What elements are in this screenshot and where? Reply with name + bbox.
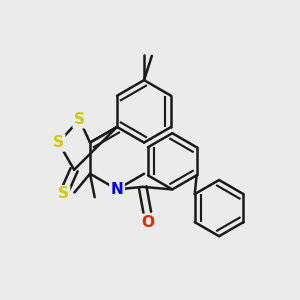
Text: O: O	[141, 215, 154, 230]
Text: S: S	[53, 135, 64, 150]
Text: S: S	[74, 112, 85, 127]
Text: S: S	[58, 187, 69, 202]
Text: N: N	[111, 182, 123, 197]
